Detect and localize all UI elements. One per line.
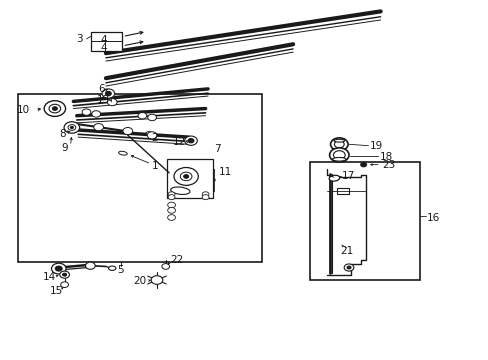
Circle shape	[92, 111, 101, 117]
Ellipse shape	[108, 266, 116, 270]
Circle shape	[183, 175, 188, 178]
Text: 2: 2	[151, 133, 158, 143]
Circle shape	[202, 195, 208, 200]
Circle shape	[188, 139, 194, 143]
Circle shape	[55, 266, 62, 271]
Bar	[166, 158, 212, 198]
Circle shape	[61, 282, 68, 288]
Text: 15: 15	[50, 287, 63, 296]
Circle shape	[360, 162, 366, 167]
Circle shape	[85, 262, 95, 269]
Circle shape	[44, 101, 65, 116]
Circle shape	[174, 167, 198, 185]
Ellipse shape	[333, 139, 344, 142]
Text: 12: 12	[173, 137, 186, 147]
Circle shape	[168, 192, 175, 197]
Circle shape	[147, 114, 156, 121]
Text: 10: 10	[17, 105, 30, 114]
Text: 20: 20	[133, 276, 146, 286]
Text: 6: 6	[98, 84, 105, 94]
Circle shape	[329, 148, 348, 162]
Text: 4: 4	[100, 43, 106, 53]
Circle shape	[180, 172, 192, 181]
Circle shape	[167, 202, 175, 208]
Circle shape	[151, 276, 163, 284]
Ellipse shape	[119, 151, 127, 155]
Text: 16: 16	[426, 212, 439, 222]
Text: 4: 4	[100, 35, 106, 45]
Circle shape	[202, 192, 208, 197]
Circle shape	[49, 104, 61, 113]
Circle shape	[344, 264, 353, 271]
Circle shape	[346, 266, 350, 269]
Circle shape	[122, 127, 132, 135]
Bar	[336, 188, 348, 194]
Text: 11: 11	[218, 167, 231, 177]
Circle shape	[138, 112, 146, 119]
Text: 14: 14	[42, 272, 56, 282]
Text: 22: 22	[170, 255, 183, 265]
Text: 3: 3	[76, 34, 83, 44]
Circle shape	[70, 126, 73, 129]
Text: 23: 23	[381, 160, 394, 170]
Circle shape	[60, 271, 69, 278]
Circle shape	[52, 107, 57, 111]
Circle shape	[168, 195, 175, 200]
Circle shape	[68, 125, 76, 130]
Text: 19: 19	[369, 141, 383, 151]
Ellipse shape	[146, 132, 153, 135]
Text: 17: 17	[341, 171, 354, 181]
Text: 5: 5	[117, 265, 123, 275]
Circle shape	[82, 109, 91, 115]
Bar	[91, 32, 122, 51]
Circle shape	[102, 89, 115, 98]
Bar	[19, 94, 261, 262]
Text: 21: 21	[339, 247, 352, 256]
Circle shape	[333, 151, 345, 159]
Text: 7: 7	[213, 144, 220, 154]
Text: 18: 18	[379, 152, 392, 162]
Text: 1: 1	[151, 161, 158, 171]
Circle shape	[94, 123, 103, 131]
Bar	[309, 162, 419, 280]
Circle shape	[107, 99, 117, 106]
Circle shape	[167, 207, 175, 213]
Circle shape	[64, 122, 80, 133]
Ellipse shape	[332, 157, 346, 161]
Circle shape	[147, 132, 157, 139]
Circle shape	[167, 215, 175, 220]
Text: 8: 8	[60, 129, 66, 139]
Circle shape	[105, 91, 111, 96]
Circle shape	[62, 273, 66, 276]
Text: 9: 9	[61, 143, 67, 153]
Circle shape	[330, 138, 347, 151]
Circle shape	[162, 264, 169, 269]
Ellipse shape	[328, 175, 339, 181]
Circle shape	[184, 136, 197, 145]
Circle shape	[334, 141, 344, 148]
Text: 13: 13	[96, 95, 110, 105]
Circle shape	[51, 263, 66, 274]
Ellipse shape	[170, 187, 189, 194]
